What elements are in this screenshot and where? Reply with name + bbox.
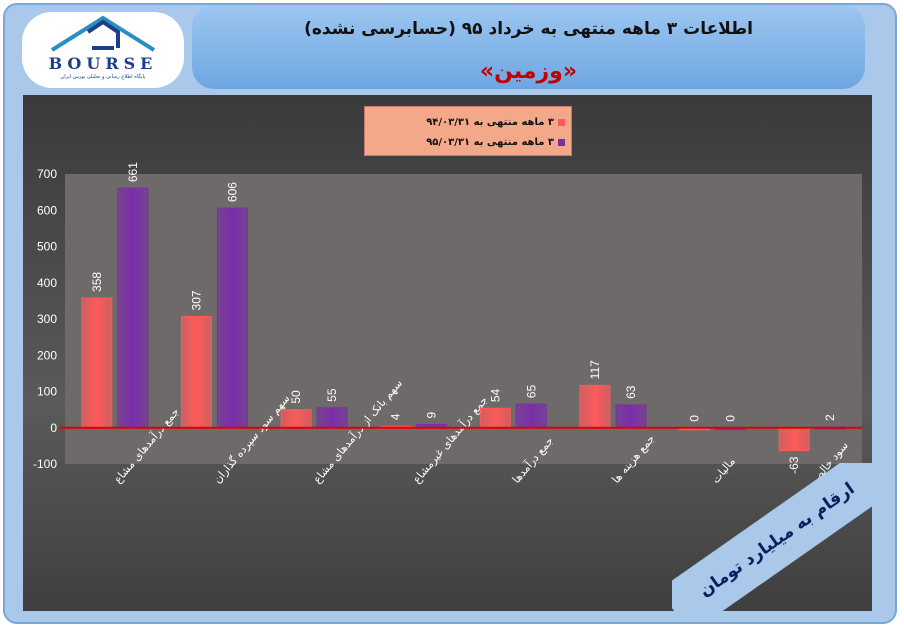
data-label: 9 [425,411,439,418]
page-title: اطلاعات ۳ ماهه منتهی به خرداد ۹۵ (حسابرس… [304,19,753,39]
y-tick-label: 700 [37,167,57,181]
legend-item-series2: ۳ ماهه منتهی به ۹۵/۰۳/۳۱ [426,133,565,151]
data-label: 0 [688,415,702,422]
bar [778,427,810,452]
logo-word: BOURSE [48,54,158,73]
y-tick-label: 200 [37,348,57,362]
unit-note: ارقام به میلیارد تومان [672,463,877,611]
bar [479,407,511,429]
bourse-logo: BOURSE پایگاه اطلاع رسانی و تحلیلی بورس … [22,12,184,88]
logo-mark-icon [50,15,156,52]
data-label: 2 [823,414,837,421]
bar [579,384,611,429]
data-label: 358 [90,272,104,292]
bar [81,297,113,429]
bar [216,207,248,429]
data-label: 4 [389,413,403,420]
y-tick-label: 100 [37,385,57,399]
chart-legend: ۳ ماهه منتهی به ۹۴/۰۳/۳۱ ۳ ماهه منتهی به… [364,106,572,156]
y-tick-label: 0 [50,421,57,435]
data-label: 54 [488,389,502,403]
bar [180,315,212,429]
unit-note-wrap: ارقام به میلیارد تومان [672,463,877,611]
bar [280,409,312,429]
bar [316,407,348,429]
data-label: 55 [325,388,339,402]
logo-tagline: پایگاه اطلاع رسانی و تحلیلی بورس ایران [60,74,146,80]
data-label: 50 [289,390,303,404]
legend-swatch-series2 [558,138,565,146]
legend-item-series1: ۳ ماهه منتهی به ۹۴/۰۳/۳۱ [426,113,565,131]
bar [615,404,647,429]
data-label: 606 [225,182,239,202]
legend-label-series1: ۳ ماهه منتهی به ۹۴/۰۳/۳۱ [426,116,554,128]
y-tick-label: 300 [37,312,57,326]
y-tick-label: 500 [37,240,57,254]
page-subtitle: «وزمین» [479,59,578,84]
bar [515,403,547,429]
header-banner: اطلاعات ۳ ماهه منتهی به خرداد ۹۵ (حسابرس… [192,5,865,89]
y-tick-label: 600 [37,203,57,217]
data-label: 0 [724,415,738,422]
data-label: 307 [189,290,203,310]
y-tick-label: -100 [33,457,57,471]
data-label: -63 [787,456,801,474]
y-tick-label: 400 [37,276,57,290]
legend-swatch-series1 [558,118,565,126]
data-label: 65 [524,385,538,399]
bar [117,187,149,429]
legend-label-series2: ۳ ماهه منتهی به ۹۵/۰۳/۳۱ [426,136,554,148]
data-label: 63 [624,385,638,399]
data-label: 661 [126,162,140,182]
data-label: 117 [588,360,602,379]
